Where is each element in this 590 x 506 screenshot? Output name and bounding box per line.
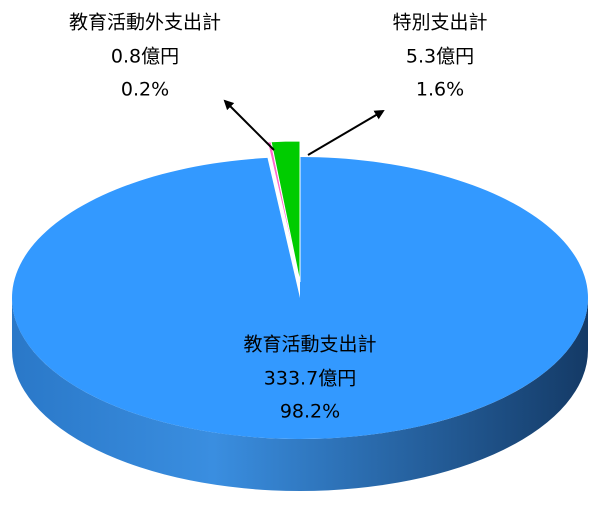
amount-label: 0.8億円 [111, 46, 179, 68]
amount-label: 5.3億円 [406, 46, 474, 68]
pie-slice [12, 157, 589, 439]
pie [12, 140, 589, 491]
pie-slice [270, 140, 301, 283]
leader-arrow [307, 109, 385, 156]
percent-label: 1.6% [416, 79, 464, 101]
percent-label: 98.2% [280, 401, 340, 423]
category-label: 教育活動外支出計 [69, 12, 221, 34]
amount-label: 333.7億円 [264, 368, 356, 390]
leader-arrow [223, 99, 275, 151]
category-label: 特別支出計 [392, 12, 487, 34]
labels: 教育活動支出計 333.7億円 98.2% 教育活動外支出計 0.8億円 0.2% 特別支出… [69, 12, 488, 423]
pie-side [12, 298, 588, 491]
category-label: 教育活動支出計 [243, 334, 376, 356]
percent-label: 0.2% [121, 79, 169, 101]
